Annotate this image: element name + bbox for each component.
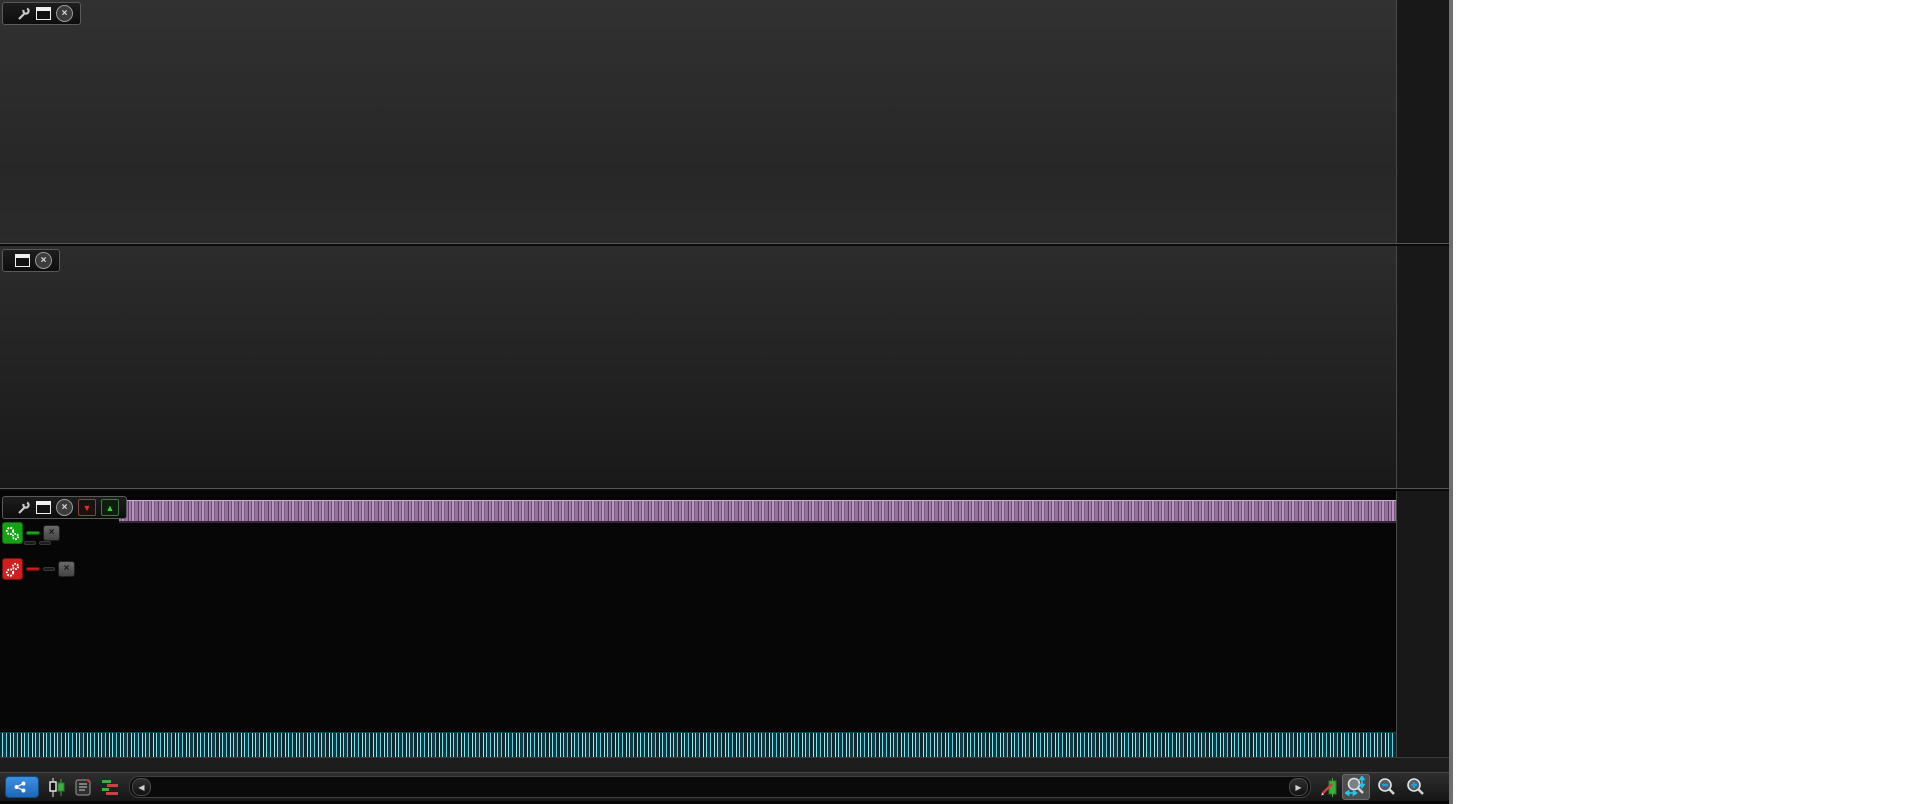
stop-order-row: ×: [2, 558, 75, 580]
notes-icon[interactable]: [75, 779, 92, 796]
cancel-stop-button[interactable]: ×: [58, 561, 75, 577]
orderbook-icon[interactable]: [101, 779, 119, 796]
trading-app-window: × × × ▼ ▲: [0, 0, 1449, 804]
equity-panel: ×: [0, 0, 1449, 243]
long-position-row: ×: [2, 522, 60, 544]
close-icon[interactable]: ×: [35, 252, 52, 269]
time-axis[interactable]: [0, 757, 1449, 773]
maximize-icon[interactable]: [36, 501, 51, 514]
chart-horizontal-scrollbar[interactable]: ◀ ▶: [129, 776, 1311, 798]
maximize-icon[interactable]: [15, 254, 30, 267]
close-position-button[interactable]: ×: [43, 525, 60, 541]
scroll-left-arrow[interactable]: ◀: [132, 778, 151, 796]
price-chart: [0, 491, 1397, 757]
pnl-points-label: [24, 541, 36, 545]
strategy-gears-icon-green[interactable]: [2, 522, 23, 544]
price-titlebar[interactable]: × ▼ ▲: [2, 496, 127, 519]
candlestick-icon[interactable]: [48, 777, 66, 797]
bottom-toolbar: ◀ ▶: [0, 772, 1449, 801]
close-icon[interactable]: ×: [56, 5, 73, 22]
equity-y-axis: [1396, 0, 1449, 243]
maximize-icon[interactable]: [36, 7, 51, 20]
price-panel: × ▼ ▲ × ×: [0, 491, 1449, 757]
variables-chart: [0, 246, 1397, 488]
pnl-currency-label: [39, 541, 51, 545]
zoom-in-icon[interactable]: [1402, 775, 1428, 799]
scroll-right-arrow[interactable]: ▶: [1289, 778, 1308, 796]
variables-titlebar[interactable]: ×: [2, 249, 60, 272]
compressed-candles-band: [119, 500, 1396, 523]
zoom-out-icon[interactable]: [1373, 775, 1399, 799]
sell-arrow-icon[interactable]: ▼: [78, 499, 96, 516]
window-right-border[interactable]: [1449, 0, 1453, 804]
variables-panel: ×: [0, 246, 1449, 488]
panel-divider[interactable]: [0, 243, 1449, 247]
panel-divider[interactable]: [0, 488, 1449, 492]
zoom-drag-icon[interactable]: [1342, 774, 1370, 800]
share-icon: [14, 781, 26, 793]
close-icon[interactable]: ×: [56, 499, 73, 516]
equity-titlebar[interactable]: ×: [2, 2, 81, 25]
variables-y-axis: [1396, 246, 1449, 488]
stop-pnl-label: [43, 567, 55, 571]
wrench-icon[interactable]: [15, 6, 31, 21]
long-position-label: [26, 531, 40, 535]
price-y-axis: [1396, 491, 1449, 757]
share-button[interactable]: [5, 776, 39, 798]
compressed-volume-band: [0, 732, 1396, 757]
strategy-gears-icon-red[interactable]: [2, 558, 23, 580]
stop-order-label: [26, 567, 40, 571]
wrench-icon[interactable]: [15, 500, 31, 515]
chart-edit-icon[interactable]: [1320, 777, 1339, 797]
equity-chart: [0, 0, 1397, 243]
buy-arrow-icon[interactable]: ▲: [101, 499, 119, 516]
long-pnl-row: [24, 541, 51, 545]
window-bottom-edge: [0, 801, 1449, 804]
